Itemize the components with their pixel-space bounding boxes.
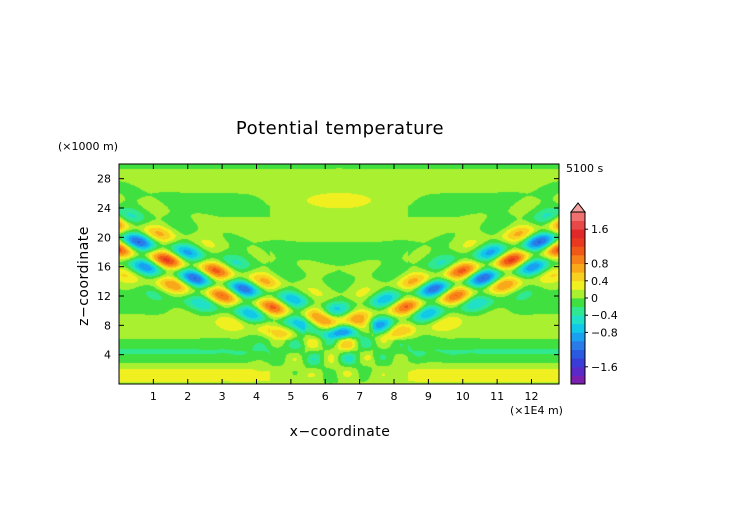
colorbar-tick-label: −0.8 [591, 326, 618, 339]
x-tick-label: 4 [253, 390, 260, 403]
x-tick-label: 1 [150, 390, 157, 403]
colorbar-band [571, 375, 585, 385]
colorbar-band [571, 220, 585, 230]
colorbar-band [571, 237, 585, 247]
colorbar-band [571, 332, 585, 342]
colorbar-tick-label: 0.8 [591, 258, 609, 271]
x-tick-label: 12 [525, 390, 539, 403]
colorbar-band [571, 229, 585, 239]
x-tick-label: 2 [184, 390, 191, 403]
x-tick-label: 8 [391, 390, 398, 403]
plot-area [118, 163, 560, 385]
y-axis-label: z−coordinate [76, 226, 92, 326]
colorbar-band [571, 315, 585, 325]
y-tick-label: 24 [97, 202, 111, 215]
colorbar-band [571, 306, 585, 316]
colorbar-band [571, 298, 585, 307]
x-tick-label: 11 [490, 390, 504, 403]
colorbar-tick-label: −1.6 [591, 361, 618, 374]
x-tick-label: 3 [219, 390, 226, 403]
x-axis-ticks: 1 2 3 4 5 6 7 8 9 10 11 12 [150, 164, 539, 403]
colorbar-overflow-triangle [569, 202, 587, 213]
time-label: 5100 s [566, 162, 603, 175]
colorbar: −1.6 −0.8 −0.4 0 0.4 0.8 1.6 [569, 202, 618, 385]
plot-frame [118, 163, 560, 385]
y-tick-label: 8 [104, 319, 111, 332]
x-axis-unit: (×1E4 m) [510, 404, 563, 417]
colorbar-band [571, 323, 585, 333]
colorbar-band [571, 212, 585, 221]
chart-title: Potential temperature [236, 118, 444, 139]
x-tick-label: 5 [287, 390, 294, 403]
x-axis-label: x−coordinate [290, 424, 391, 440]
y-axis-unit: (×1000 m) [58, 140, 118, 153]
colorbar-band [571, 358, 585, 368]
y-axis-ticks: 4 8 12 16 20 24 28 [97, 173, 559, 362]
x-tick-label: 9 [425, 390, 432, 403]
colorbar-band [571, 289, 585, 299]
y-tick-label: 16 [97, 261, 111, 274]
colorbar-tick-label: 1.6 [591, 223, 609, 236]
colorbar-band [571, 263, 585, 273]
colorbar-band [571, 280, 585, 290]
colorbar-band [571, 272, 585, 282]
colorbar-tick-label: 0 [591, 292, 598, 305]
y-tick-label: 4 [104, 349, 111, 362]
y-tick-label: 28 [97, 173, 111, 186]
y-tick-label: 12 [97, 290, 111, 303]
colorbar-band [571, 246, 585, 256]
colorbar-band [571, 341, 585, 350]
x-tick-label: 10 [456, 390, 470, 403]
y-tick-label: 20 [97, 231, 111, 244]
x-tick-label: 6 [322, 390, 329, 403]
colorbar-band [571, 255, 585, 264]
colorbar-tick-label: −0.4 [591, 309, 618, 322]
colorbar-band [571, 366, 585, 376]
colorbar-band [571, 349, 585, 359]
temperature-field [119, 164, 559, 384]
x-tick-label: 7 [356, 390, 363, 403]
colorbar-tick-label: 0.4 [591, 275, 609, 288]
